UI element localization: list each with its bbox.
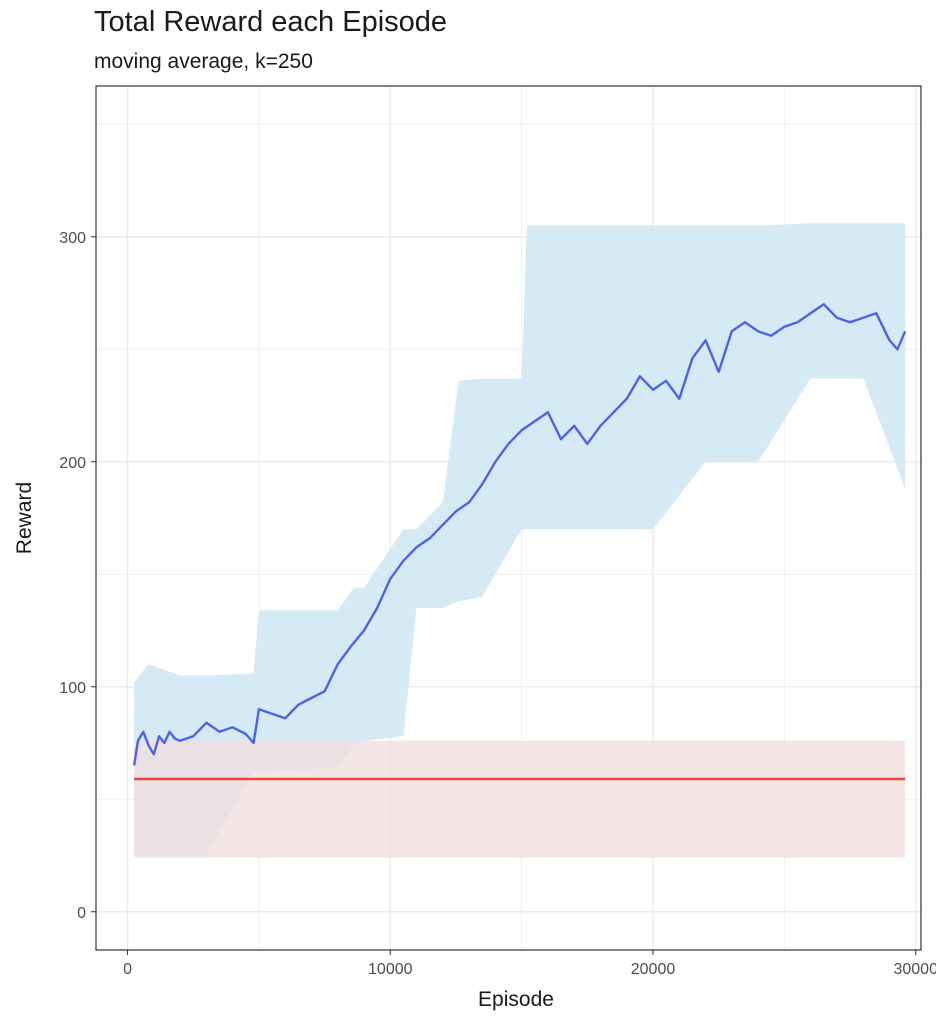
series-lines	[132, 303, 907, 781]
agent-reward-line	[132, 303, 907, 766]
y-tick-label: 200	[59, 455, 86, 472]
x-axis-label: Episode	[478, 988, 554, 1011]
panel-border	[95, 85, 922, 951]
chart-subtitle: moving average, k=250	[94, 50, 313, 73]
x-tick-label: 10000	[368, 961, 413, 978]
axis-ticks: 0 10000 20000 30000 0 100 200 300	[59, 230, 936, 978]
x-tick-label: 30000	[893, 961, 936, 978]
y-tick-label: 100	[59, 680, 86, 697]
y-axis-label: Reward	[13, 482, 36, 554]
baseline-reward-band	[134, 740, 906, 858]
chart-title: Total Reward each Episode	[94, 6, 448, 38]
x-tick-label: 0	[123, 961, 132, 978]
agent-reward-band	[134, 223, 906, 856]
y-tick-label: 0	[77, 905, 86, 922]
x-tick-label: 20000	[631, 961, 676, 978]
y-tick-label: 300	[59, 230, 86, 247]
confidence-bands	[134, 223, 906, 858]
